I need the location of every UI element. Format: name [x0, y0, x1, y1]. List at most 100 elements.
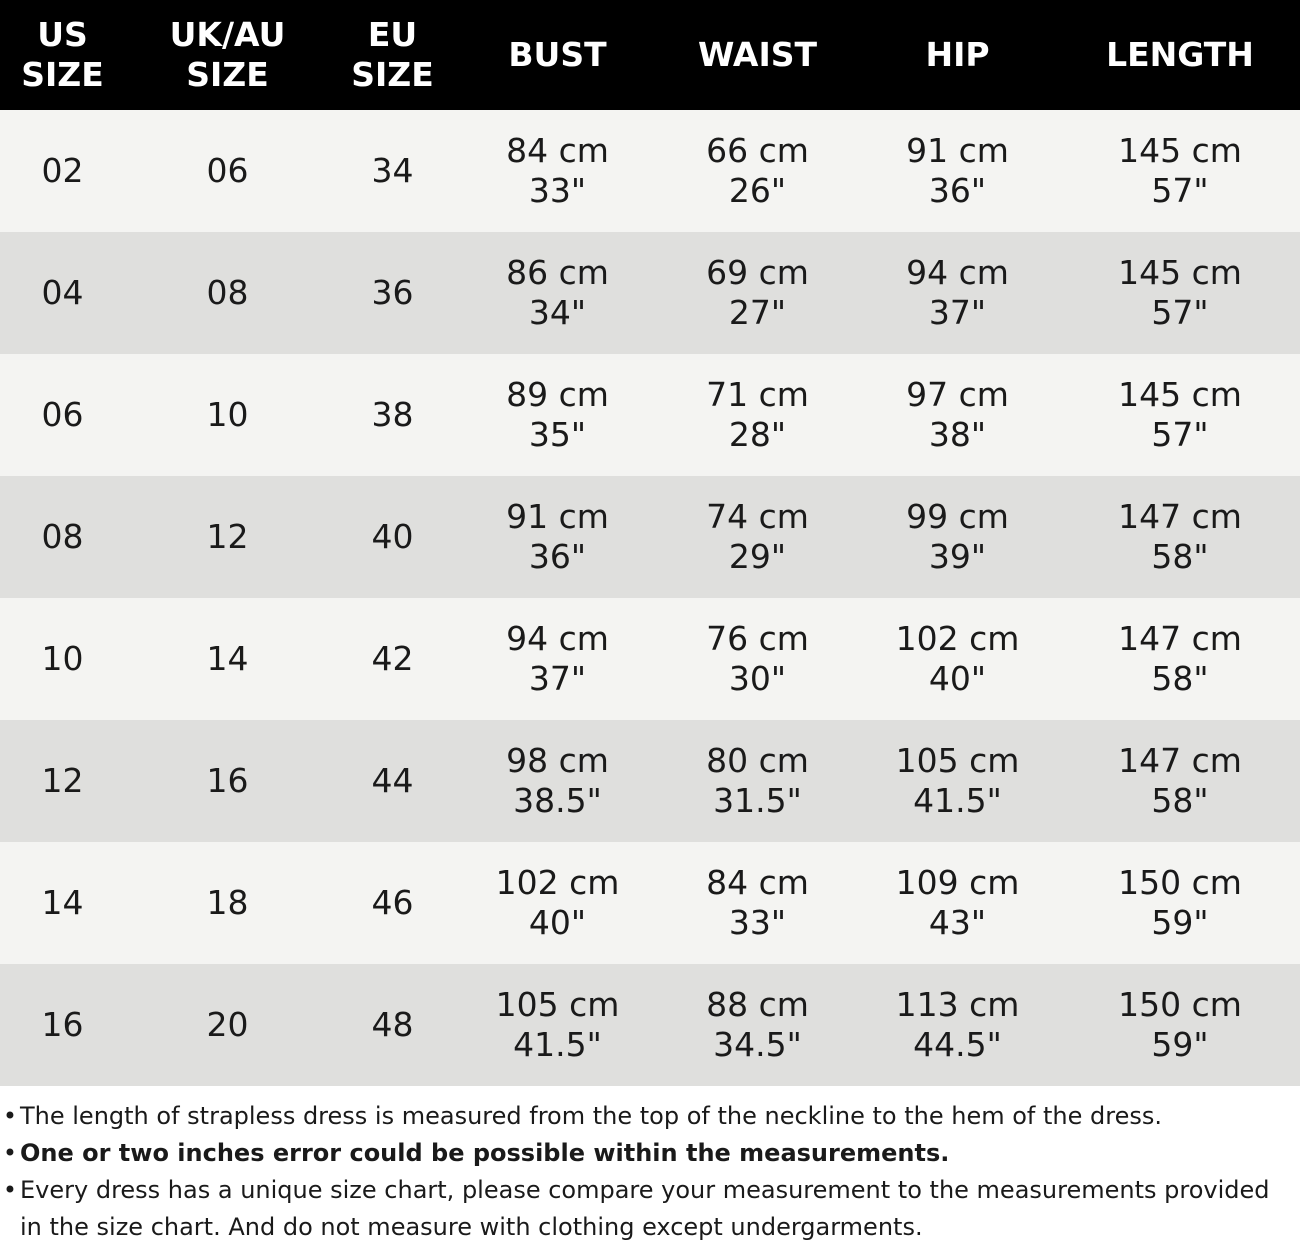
- note-text: Every dress has a unique size chart, ple…: [20, 1176, 1270, 1241]
- length-cell: 147 cm 58": [1060, 598, 1300, 720]
- bust-cm: 105 cm: [495, 985, 620, 1024]
- hip-inches: 44.5": [913, 1025, 1002, 1064]
- bust-cell: 94 cm 37": [455, 598, 660, 720]
- table-row: 10 14 42 94 cm 37" 76 cm 30" 102 cm 40" 147…: [0, 598, 1300, 720]
- ukau-size-cell: 18: [206, 883, 249, 922]
- table-row: 16 20 48 105 cm 41.5" 88 cm 34.5" 113 cm 44…: [0, 964, 1300, 1086]
- eu-size-cell: 48: [371, 1005, 414, 1044]
- hip-cm: 94 cm: [906, 253, 1009, 292]
- bust-cm: 84 cm: [506, 131, 609, 170]
- header-length: LENGTH: [1106, 35, 1254, 74]
- waist-cell: 80 cm 31.5": [660, 720, 855, 842]
- table-row: 14 18 46 102 cm 40" 84 cm 33" 109 cm 43" 15…: [0, 842, 1300, 964]
- bust-inches: 37": [528, 659, 587, 698]
- bust-cm: 89 cm: [506, 375, 609, 414]
- waist-cell: 71 cm 28": [660, 354, 855, 476]
- length-cell: 145 cm 57": [1060, 232, 1300, 354]
- eu-size-cell: 46: [371, 883, 414, 922]
- us-size-cell: 06: [41, 395, 84, 434]
- bust-cell: 98 cm 38.5": [455, 720, 660, 842]
- length-inches: 57": [1151, 415, 1209, 454]
- length-cm: 147 cm: [1118, 619, 1242, 658]
- hip-cm: 102 cm: [895, 619, 1020, 658]
- eu-size-cell: 36: [371, 273, 414, 312]
- bust-inches: 34": [528, 293, 587, 332]
- length-cm: 145 cm: [1118, 131, 1242, 170]
- hip-cm: 105 cm: [895, 741, 1020, 780]
- waist-cm: 71 cm: [706, 375, 809, 414]
- header-row: US SIZE UK/AU SIZE EU SIZE BUST WAIST HI…: [0, 0, 1300, 110]
- header-ukau-size: UK/AU SIZE: [125, 0, 330, 110]
- waist-cell: 74 cm 29": [660, 476, 855, 598]
- waist-cell: 76 cm 30": [660, 598, 855, 720]
- header-bust: BUST: [508, 35, 607, 74]
- hip-inches: 43": [928, 903, 987, 942]
- hip-cell: 91 cm 36": [855, 110, 1060, 232]
- header-us-size-line1: US: [37, 15, 88, 54]
- bust-cell: 89 cm 35": [455, 354, 660, 476]
- length-cm: 145 cm: [1118, 253, 1242, 292]
- length-cell: 145 cm 57": [1060, 110, 1300, 232]
- hip-cm: 109 cm: [895, 863, 1020, 902]
- eu-size-cell: 34: [371, 151, 414, 190]
- hip-cell: 113 cm 44.5": [855, 964, 1060, 1086]
- note-unique-size-chart: • Every dress has a unique size chart, p…: [0, 1172, 1300, 1246]
- bust-cm: 86 cm: [506, 253, 609, 292]
- length-cell: 147 cm 58": [1060, 476, 1300, 598]
- bust-cell: 105 cm 41.5": [455, 964, 660, 1086]
- hip-inches: 41.5": [913, 781, 1002, 820]
- hip-cell: 94 cm 37": [855, 232, 1060, 354]
- bust-inches: 35": [528, 415, 587, 454]
- waist-inches: 31.5": [713, 781, 802, 820]
- hip-inches: 36": [928, 171, 987, 210]
- bust-cell: 102 cm 40": [455, 842, 660, 964]
- header-waist: WAIST: [697, 35, 817, 74]
- length-cm: 147 cm: [1118, 497, 1242, 536]
- notes-section: • The length of strapless dress is measu…: [0, 1086, 1300, 1246]
- hip-inches: 37": [928, 293, 987, 332]
- hip-cm: 113 cm: [895, 985, 1020, 1024]
- table-body: 02 06 34 84 cm 33" 66 cm 26" 91 cm 36" 145 …: [0, 110, 1300, 1086]
- hip-cell: 102 cm 40": [855, 598, 1060, 720]
- bust-cm: 94 cm: [506, 619, 609, 658]
- table-row: 02 06 34 84 cm 33" 66 cm 26" 91 cm 36" 145 …: [0, 110, 1300, 232]
- length-cm: 150 cm: [1118, 863, 1242, 902]
- eu-size-cell: 38: [371, 395, 414, 434]
- waist-cell: 84 cm 33": [660, 842, 855, 964]
- ukau-size-cell: 16: [206, 761, 249, 800]
- header-ukau-size-line1: UK/AU: [169, 15, 286, 54]
- table-row: 08 12 40 91 cm 36" 74 cm 29" 99 cm 39" 147 …: [0, 476, 1300, 598]
- waist-inches: 30": [728, 659, 787, 698]
- ukau-size-cell: 20: [206, 1005, 249, 1044]
- waist-cm: 76 cm: [706, 619, 809, 658]
- hip-inches: 39": [928, 537, 987, 576]
- size-chart-table: US SIZE UK/AU SIZE EU SIZE BUST WAIST HI…: [0, 0, 1300, 1086]
- header-eu-size-line1: EU: [367, 15, 418, 54]
- bust-inches: 41.5": [513, 1025, 602, 1064]
- table-row: 06 10 38 89 cm 35" 71 cm 28" 97 cm 38" 145 …: [0, 354, 1300, 476]
- ukau-size-cell: 10: [206, 395, 249, 434]
- header-us-size: US SIZE: [0, 0, 125, 110]
- us-size-cell: 02: [41, 151, 84, 190]
- note-text: The length of strapless dress is measure…: [20, 1102, 1162, 1130]
- length-inches: 57": [1151, 171, 1209, 210]
- hip-cell: 97 cm 38": [855, 354, 1060, 476]
- note-text: One or two inches error could be possibl…: [20, 1139, 950, 1167]
- bust-inches: 40": [528, 903, 587, 942]
- ukau-size-cell: 08: [206, 273, 249, 312]
- length-cm: 145 cm: [1118, 375, 1242, 414]
- length-cell: 147 cm 58": [1060, 720, 1300, 842]
- waist-cm: 66 cm: [706, 131, 809, 170]
- length-cm: 147 cm: [1118, 741, 1242, 780]
- length-inches: 58": [1151, 659, 1209, 698]
- bullet-icon: •: [2, 1176, 18, 1204]
- hip-cm: 99 cm: [906, 497, 1009, 536]
- bust-cell: 84 cm 33": [455, 110, 660, 232]
- header-us-size-line2: SIZE: [21, 55, 104, 94]
- us-size-cell: 12: [41, 761, 84, 800]
- length-inches: 57": [1151, 293, 1209, 332]
- eu-size-cell: 42: [371, 639, 414, 678]
- waist-cm: 88 cm: [706, 985, 809, 1024]
- hip-cm: 97 cm: [906, 375, 1009, 414]
- bullet-icon: •: [2, 1102, 18, 1130]
